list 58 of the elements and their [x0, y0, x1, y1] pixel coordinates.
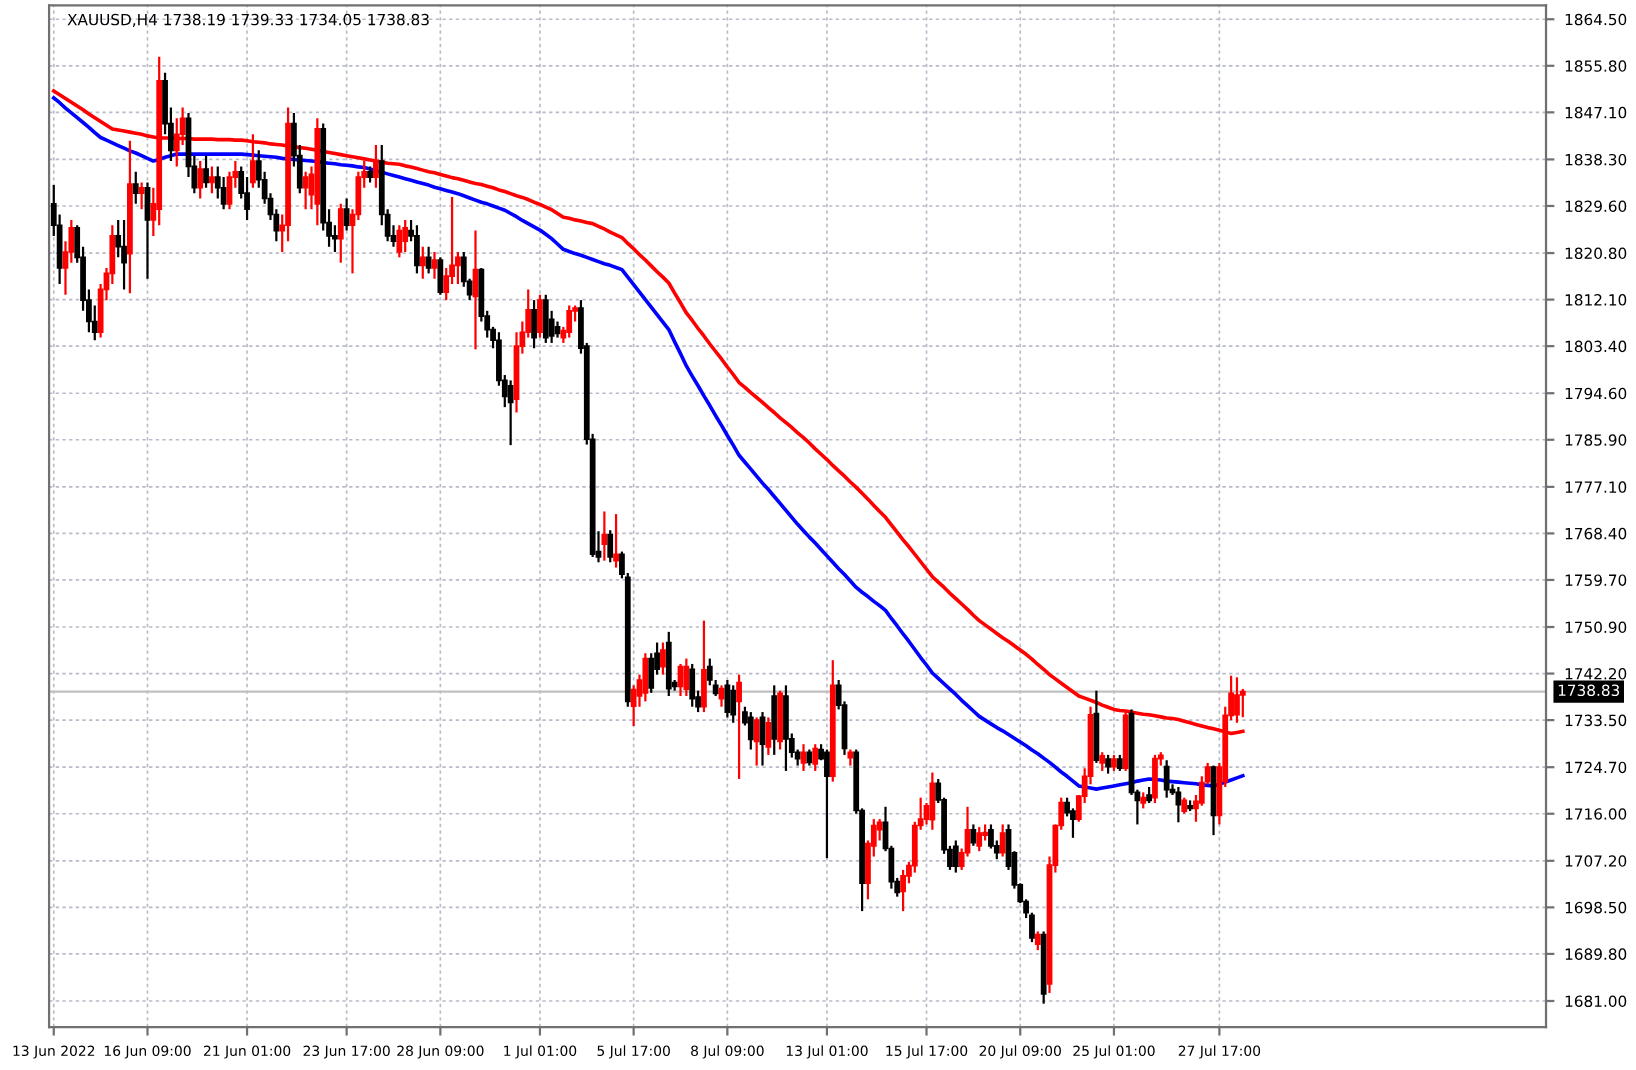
- candlestick: [783, 684, 789, 773]
- candlestick: [542, 293, 549, 345]
- candlestick: [373, 143, 379, 189]
- candlestick: [197, 159, 204, 200]
- candlestick: [800, 743, 807, 773]
- candlestick: [414, 224, 420, 275]
- candlestick: [437, 256, 444, 296]
- candlestick: [660, 641, 666, 676]
- candlestick: [138, 181, 145, 211]
- candlestick: [1034, 930, 1041, 952]
- candlestick: [1105, 753, 1111, 775]
- candlestick: [431, 250, 438, 280]
- candlestick: [683, 657, 690, 698]
- candlestick: [1175, 785, 1182, 824]
- candlestick: [753, 716, 760, 767]
- candlestick: [665, 630, 672, 698]
- candlestick: [1163, 759, 1170, 799]
- candlestick: [689, 662, 696, 708]
- candlestick: [718, 684, 725, 708]
- candlestick: [507, 379, 514, 447]
- candlestick: [1234, 676, 1240, 724]
- candlestick: [1093, 689, 1100, 765]
- candlestick: [343, 197, 350, 232]
- candlestick: [900, 868, 906, 913]
- candlestick: [952, 839, 959, 874]
- candlestick: [531, 299, 537, 350]
- candlestick: [537, 293, 543, 339]
- candlestick: [812, 743, 819, 773]
- candlestick: [607, 529, 614, 564]
- candlestick: [337, 202, 344, 264]
- candlestick: [929, 771, 936, 831]
- candlestick: [730, 684, 737, 724]
- candlestick: [970, 823, 977, 847]
- candlestick: [402, 218, 409, 254]
- candlestick: [771, 684, 778, 756]
- candlestick: [701, 619, 707, 714]
- candlestick: [425, 245, 432, 275]
- candlestick: [302, 170, 309, 211]
- candlestick: [724, 678, 731, 719]
- candlestick: [1152, 753, 1158, 805]
- candlestick: [203, 154, 209, 189]
- candlestick: [765, 716, 772, 756]
- candlestick: [642, 652, 649, 703]
- candlestick: [121, 218, 127, 291]
- candlestick: [824, 748, 830, 860]
- candlestick: [566, 304, 573, 339]
- candlestick: [747, 710, 754, 751]
- candlestick: [396, 224, 403, 259]
- candlestick: [1099, 751, 1106, 773]
- candlestick: [250, 133, 256, 189]
- candlestick: [419, 245, 426, 280]
- candlestick: [209, 165, 215, 195]
- candlestick: [613, 513, 619, 569]
- candlestick: [132, 170, 139, 205]
- candlestick: [999, 823, 1006, 858]
- candlestick: [601, 510, 608, 562]
- candlestick: [736, 673, 742, 781]
- candlestick: [976, 826, 983, 853]
